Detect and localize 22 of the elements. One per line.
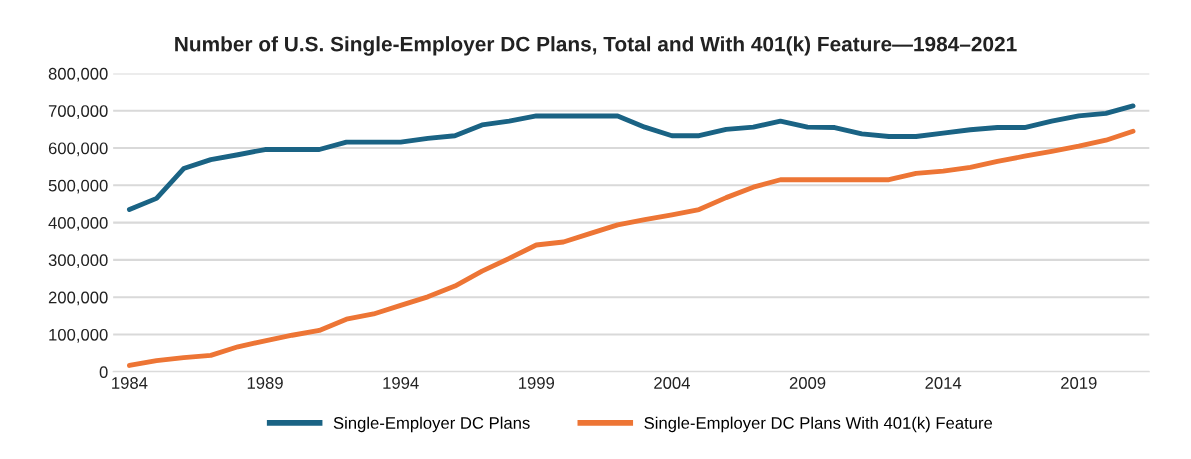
x-tick-label: 1994 — [383, 377, 419, 389]
y-tick-label: 300,000 — [48, 254, 108, 269]
legend-label: Single-Employer DC Plans With 401(k) Feature — [644, 416, 993, 433]
y-tick-label: 500,000 — [48, 179, 108, 194]
x-tick-label: 2019 — [1061, 377, 1097, 389]
x-tick-label: 1999 — [519, 377, 555, 389]
y-tick-label: 200,000 — [48, 291, 108, 306]
line-series — [126, 103, 1136, 212]
y-tick-label: 0 — [99, 366, 108, 378]
x-tick-label: 2004 — [654, 377, 690, 389]
y-tick-label: 100,000 — [49, 328, 108, 343]
line-series — [126, 128, 1136, 368]
x-tick-label: 2014 — [925, 377, 962, 389]
chart-title: Number of U.S. Single-Employer DC Plans, Total and With 401(k) Feature—1984–2021 — [175, 36, 1017, 56]
y-tick-label: 700,000 — [48, 105, 108, 119]
legend-label: Single-Employer DC Plans — [333, 416, 530, 433]
x-tick-label: 2009 — [789, 377, 826, 389]
x-tick-label: 1989 — [247, 377, 283, 389]
y-tick-label: 800,000 — [48, 67, 108, 82]
y-tick-label: 600,000 — [48, 142, 108, 157]
y-tick-label: 400,000 — [48, 217, 108, 231]
x-tick-label: 1984 — [112, 377, 148, 389]
